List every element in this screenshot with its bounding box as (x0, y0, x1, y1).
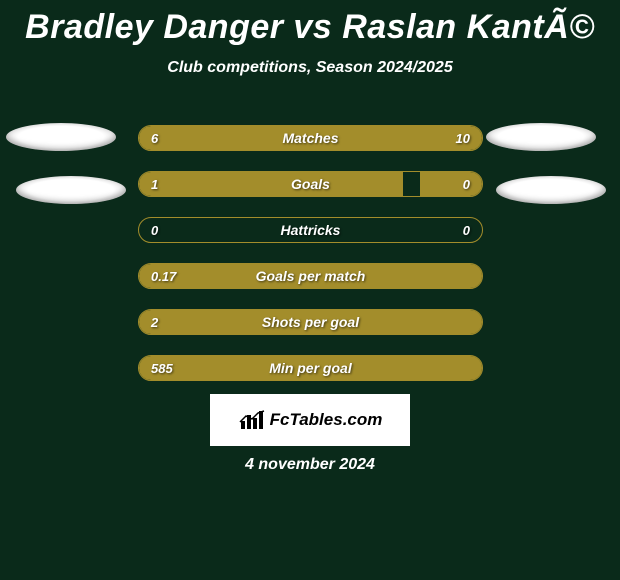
page-title: Bradley Danger vs Raslan KantÃ© (0, 0, 620, 47)
stat-label: Goals per match (139, 264, 482, 288)
logo-text: FcTables.com (270, 410, 383, 430)
source-logo: FcTables.com (210, 394, 410, 446)
player-badge-placeholder (6, 123, 116, 151)
subtitle: Club competitions, Season 2024/2025 (0, 59, 620, 77)
stat-row: 610Matches (138, 125, 483, 151)
stat-row: 585Min per goal (138, 355, 483, 381)
stat-label: Shots per goal (139, 310, 482, 334)
stats-comparison: 610Matches 10Goals 00Hattricks 0.17Goals pe… (138, 125, 483, 401)
stat-row: 00Hattricks (138, 217, 483, 243)
player-badge-placeholder (496, 176, 606, 204)
bar-chart-icon (238, 409, 266, 431)
stat-label: Min per goal (139, 356, 482, 380)
stat-row: 0.17Goals per match (138, 263, 483, 289)
player-badge-placeholder (16, 176, 126, 204)
stat-row: 10Goals (138, 171, 483, 197)
stat-label: Matches (139, 126, 482, 150)
stat-label: Goals (139, 172, 482, 196)
stat-label: Hattricks (139, 218, 482, 242)
player-badge-placeholder (486, 123, 596, 151)
date-text: 4 november 2024 (0, 456, 620, 474)
stat-row: 2Shots per goal (138, 309, 483, 335)
